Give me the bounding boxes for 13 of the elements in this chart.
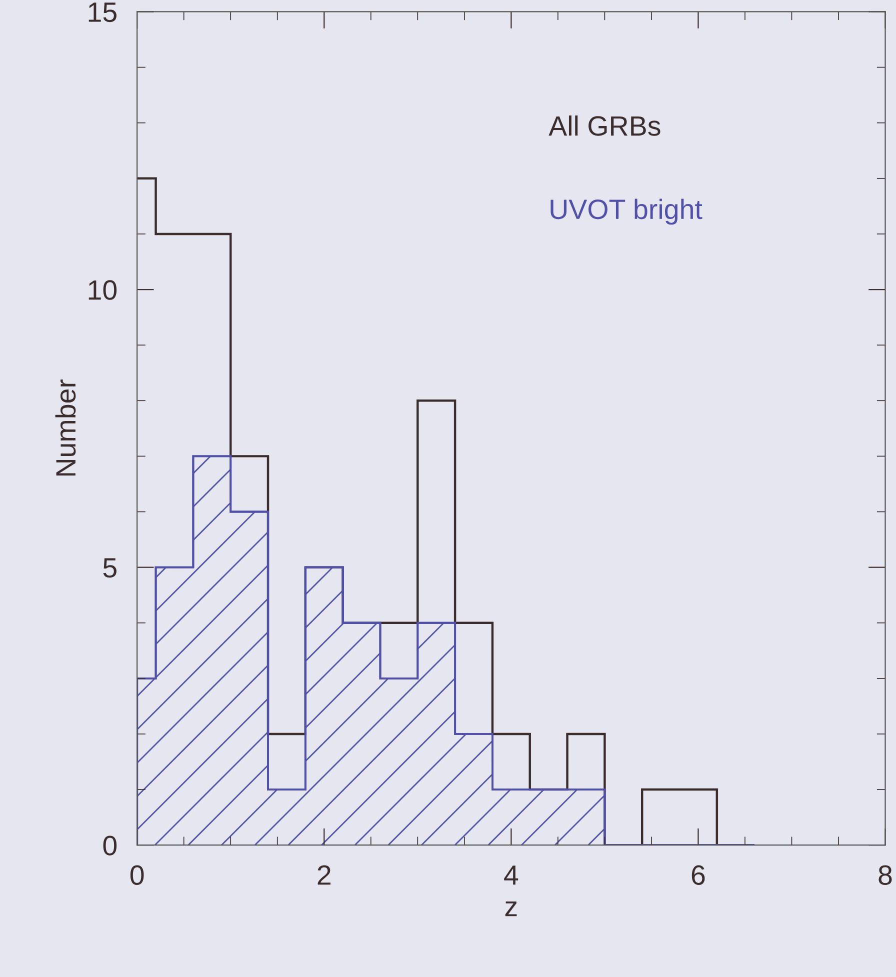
y-axis-title: Number bbox=[55, 379, 76, 476]
y-tick-label: 0 bbox=[103, 836, 117, 856]
x-tick-label: 0 bbox=[130, 865, 144, 885]
text: UVOT bright bbox=[550, 198, 702, 225]
x-tick-label: 4 bbox=[504, 866, 518, 885]
y-tick-label: 5 bbox=[103, 558, 116, 578]
x-axis-title: z bbox=[505, 901, 517, 916]
text: All GRBs bbox=[548, 115, 660, 136]
x-tick-label: 6 bbox=[692, 865, 705, 885]
y-tick-label: 15 bbox=[88, 2, 116, 22]
x-tick-label: 8 bbox=[878, 865, 892, 885]
x-tick-label: 2 bbox=[318, 865, 330, 885]
y-tick-label: 10 bbox=[88, 280, 117, 300]
